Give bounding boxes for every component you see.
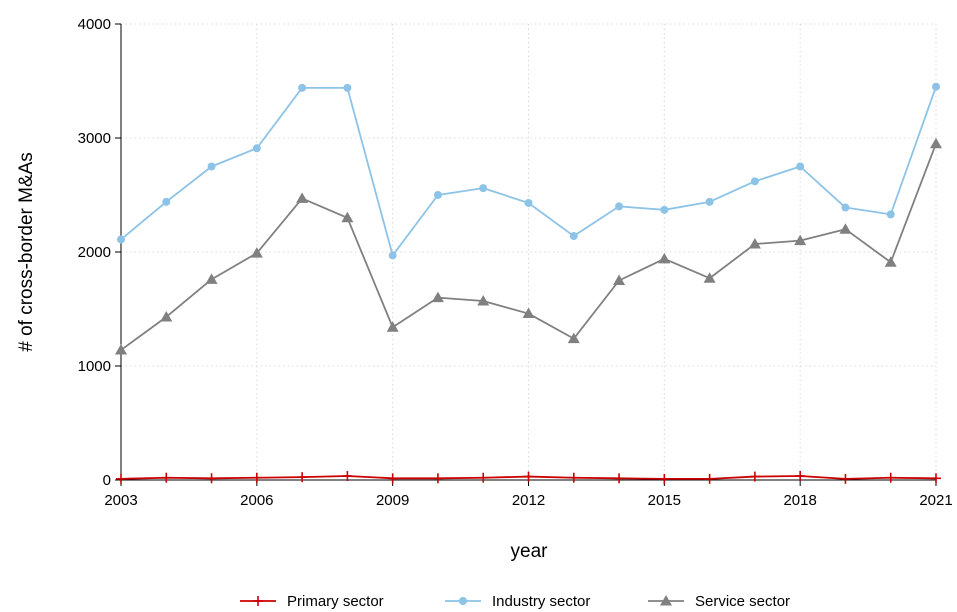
data-point-primary-sector xyxy=(432,473,443,484)
series-line-service-sector xyxy=(120,143,937,351)
legend-label: Service sector xyxy=(695,593,790,610)
data-point-industry-sector xyxy=(343,83,352,92)
data-point-primary-sector xyxy=(116,473,126,484)
data-point-service-sector xyxy=(386,321,399,332)
data-point-industry-sector xyxy=(524,198,533,207)
data-point-primary-sector xyxy=(523,471,534,482)
y-tick-label: 4000 xyxy=(78,16,111,33)
data-point-service-sector xyxy=(522,307,535,319)
data-point-industry-sector xyxy=(298,83,307,92)
data-point-service-sector xyxy=(160,310,173,322)
data-point-industry-sector xyxy=(479,184,488,193)
legend-label: Primary sector xyxy=(287,593,384,610)
data-point-industry-sector xyxy=(886,210,895,219)
x-tick-label: 2012 xyxy=(512,492,545,509)
series-line-industry-sector xyxy=(120,86,937,257)
series-group xyxy=(115,82,942,484)
legend-item-service-sector: Service sector xyxy=(648,593,790,610)
data-point-primary-sector xyxy=(614,473,625,484)
data-point-industry-sector xyxy=(841,203,850,212)
y-tick-label: 1000 xyxy=(78,358,111,375)
legend-marker xyxy=(459,597,467,605)
legend: Primary sector Industry sector Service sec… xyxy=(240,593,790,610)
data-point-primary-sector xyxy=(885,472,896,483)
data-point-service-sector xyxy=(839,223,852,234)
legend-item-industry-sector: Industry sector xyxy=(445,593,590,610)
data-point-industry-sector xyxy=(660,205,669,214)
series-service-sector xyxy=(115,137,942,355)
x-tick-label: 2003 xyxy=(104,492,137,509)
data-point-industry-sector xyxy=(252,144,261,153)
data-point-industry-sector xyxy=(932,82,940,91)
x-tick-label: 2015 xyxy=(648,492,681,509)
data-point-service-sector xyxy=(205,273,218,284)
data-point-primary-sector xyxy=(206,473,217,484)
data-point-industry-sector xyxy=(615,202,624,211)
data-point-service-sector xyxy=(703,272,716,283)
y-tick-label: 0 xyxy=(103,472,111,489)
data-point-service-sector xyxy=(296,192,309,203)
x-tick-label: 2021 xyxy=(919,492,952,509)
data-point-service-sector xyxy=(748,238,761,249)
grid xyxy=(120,23,937,481)
series-industry-sector xyxy=(117,82,940,260)
data-point-service-sector xyxy=(477,295,490,306)
series-primary-sector xyxy=(116,471,941,484)
data-point-industry-sector xyxy=(207,162,216,171)
data-point-industry-sector xyxy=(569,232,578,241)
data-point-service-sector xyxy=(567,332,580,344)
y-tick-label: 3000 xyxy=(78,130,111,147)
data-point-primary-sector xyxy=(568,472,579,483)
data-point-industry-sector xyxy=(162,197,171,206)
data-point-service-sector xyxy=(115,344,127,355)
y-axis-title: # of cross-border M&As xyxy=(16,152,37,352)
x-axis-title: year xyxy=(511,541,549,562)
data-point-primary-sector xyxy=(795,471,806,482)
data-point-primary-sector xyxy=(704,473,715,484)
data-point-primary-sector xyxy=(297,472,308,483)
data-point-industry-sector xyxy=(796,162,805,171)
data-point-service-sector xyxy=(250,247,263,258)
data-point-industry-sector xyxy=(388,251,397,260)
x-tick-label: 2009 xyxy=(376,492,409,509)
data-point-industry-sector xyxy=(433,191,442,199)
data-point-primary-sector xyxy=(478,472,489,483)
x-tick-label: 2018 xyxy=(783,492,816,509)
data-point-primary-sector xyxy=(161,472,172,483)
data-point-service-sector xyxy=(930,137,942,149)
legend-marker xyxy=(253,596,263,606)
data-point-primary-sector xyxy=(931,473,941,484)
legend-label: Industry sector xyxy=(492,593,590,610)
data-point-primary-sector xyxy=(840,473,851,484)
data-point-service-sector xyxy=(613,274,626,285)
data-point-service-sector xyxy=(884,256,897,267)
data-point-primary-sector xyxy=(251,472,262,483)
data-point-service-sector xyxy=(658,252,671,264)
legend-item-primary-sector: Primary sector xyxy=(240,593,384,610)
y-tick-label: 2000 xyxy=(78,244,111,261)
data-point-industry-sector xyxy=(705,197,714,206)
data-point-industry-sector xyxy=(117,235,125,244)
data-point-industry-sector xyxy=(750,177,759,186)
data-point-primary-sector xyxy=(387,473,398,484)
data-point-service-sector xyxy=(431,291,444,303)
x-tick-label: 2006 xyxy=(240,492,273,509)
data-point-primary-sector xyxy=(659,473,670,484)
data-point-service-sector xyxy=(794,234,807,246)
data-point-primary-sector xyxy=(342,471,353,482)
axes: 0 1000 2000 3000 4000 2003 2006 2009 2012 2015 201… xyxy=(78,16,953,509)
data-point-service-sector xyxy=(341,211,354,223)
data-point-primary-sector xyxy=(749,471,760,482)
legend-marker xyxy=(660,595,672,606)
